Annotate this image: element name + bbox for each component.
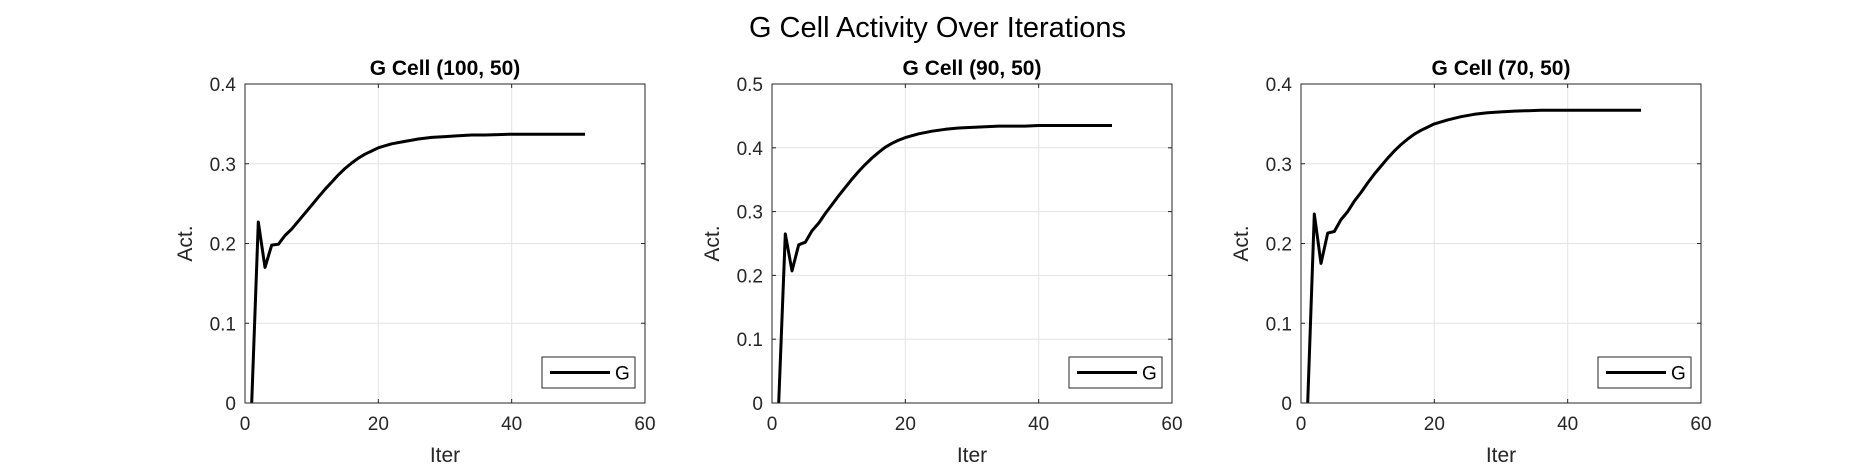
- axes-box: [244, 83, 646, 404]
- legend: G: [1597, 356, 1692, 389]
- y-tick-label: 0.3: [737, 203, 763, 224]
- chart-panel-2: 0 20 40 60 0 0.1 0.2 0.3 0.4 0.5 G Cell (90, 50) It…: [701, 57, 1183, 467]
- panel-title: G Cell (90, 50): [903, 57, 1042, 80]
- y-tick-label: 0.2: [737, 266, 763, 287]
- x-tick-label: 40: [501, 414, 522, 435]
- legend: G: [1068, 356, 1163, 389]
- series-line-G: [1306, 108, 1641, 404]
- y-tick-label: 0.1: [210, 314, 236, 335]
- series-line-G: [777, 124, 1112, 404]
- y-tick-label: 0.4: [1266, 75, 1293, 96]
- y-tick-label: 0: [1281, 394, 1292, 415]
- y-tick-label: 0.1: [737, 330, 763, 351]
- y-tick-label: 0.4: [210, 75, 237, 96]
- x-tick-label: 60: [1690, 414, 1711, 435]
- legend: G: [541, 356, 636, 389]
- x-tick-label: 60: [1161, 414, 1182, 435]
- legend-label: G: [1671, 364, 1686, 385]
- legend-label: G: [1142, 364, 1157, 385]
- x-tick-label: 20: [895, 414, 916, 435]
- y-tick-label: 0.2: [1266, 235, 1292, 256]
- axes-box: [1300, 83, 1702, 404]
- y-tick-label: 0.3: [210, 155, 236, 176]
- y-tick-label: 0.2: [210, 235, 236, 256]
- y-tick-label: 0: [752, 394, 763, 415]
- panel-title: G Cell (70, 50): [1432, 57, 1571, 80]
- y-tick-label: 0.3: [1266, 155, 1292, 176]
- figure-title: G Cell Activity Over Iterations: [748, 12, 1127, 44]
- chart-panel-1: 0 20 40 60 0 0.1 0.2 0.3 0.4 G Cell (100, 50) Iter…: [174, 57, 656, 467]
- x-tick-label: 40: [1028, 414, 1049, 435]
- y-tick-label: 0: [225, 394, 236, 415]
- x-tick-label: 0: [767, 414, 778, 435]
- x-tick-label: 40: [1557, 414, 1578, 435]
- plot-area: [772, 84, 1172, 403]
- panel-title: G Cell (100, 50): [370, 57, 521, 80]
- y-axis-label: Act.: [1230, 225, 1253, 261]
- x-tick-label: 20: [368, 414, 389, 435]
- x-tick-label: 60: [634, 414, 655, 435]
- legend-label: G: [615, 364, 630, 385]
- x-tick-label: 0: [240, 414, 251, 435]
- y-axis-label: Act.: [174, 225, 197, 261]
- x-tick-label: 20: [1424, 414, 1445, 435]
- chart-panel-3: 0 20 40 60 0 0.1 0.2 0.3 0.4 G Cell (70, 50) Iter A…: [1230, 57, 1712, 467]
- series-line-G: [250, 132, 585, 404]
- x-axis-label: Iter: [957, 444, 987, 467]
- axes-box: [771, 83, 1173, 404]
- y-tick-label: 0.4: [737, 139, 764, 160]
- x-axis-label: Iter: [1486, 444, 1516, 467]
- x-tick-label: 0: [1296, 414, 1307, 435]
- y-axis-label: Act.: [701, 225, 724, 261]
- y-tick-label: 0.5: [737, 75, 763, 96]
- x-axis-label: Iter: [430, 444, 460, 467]
- y-tick-label: 0.1: [1266, 314, 1292, 335]
